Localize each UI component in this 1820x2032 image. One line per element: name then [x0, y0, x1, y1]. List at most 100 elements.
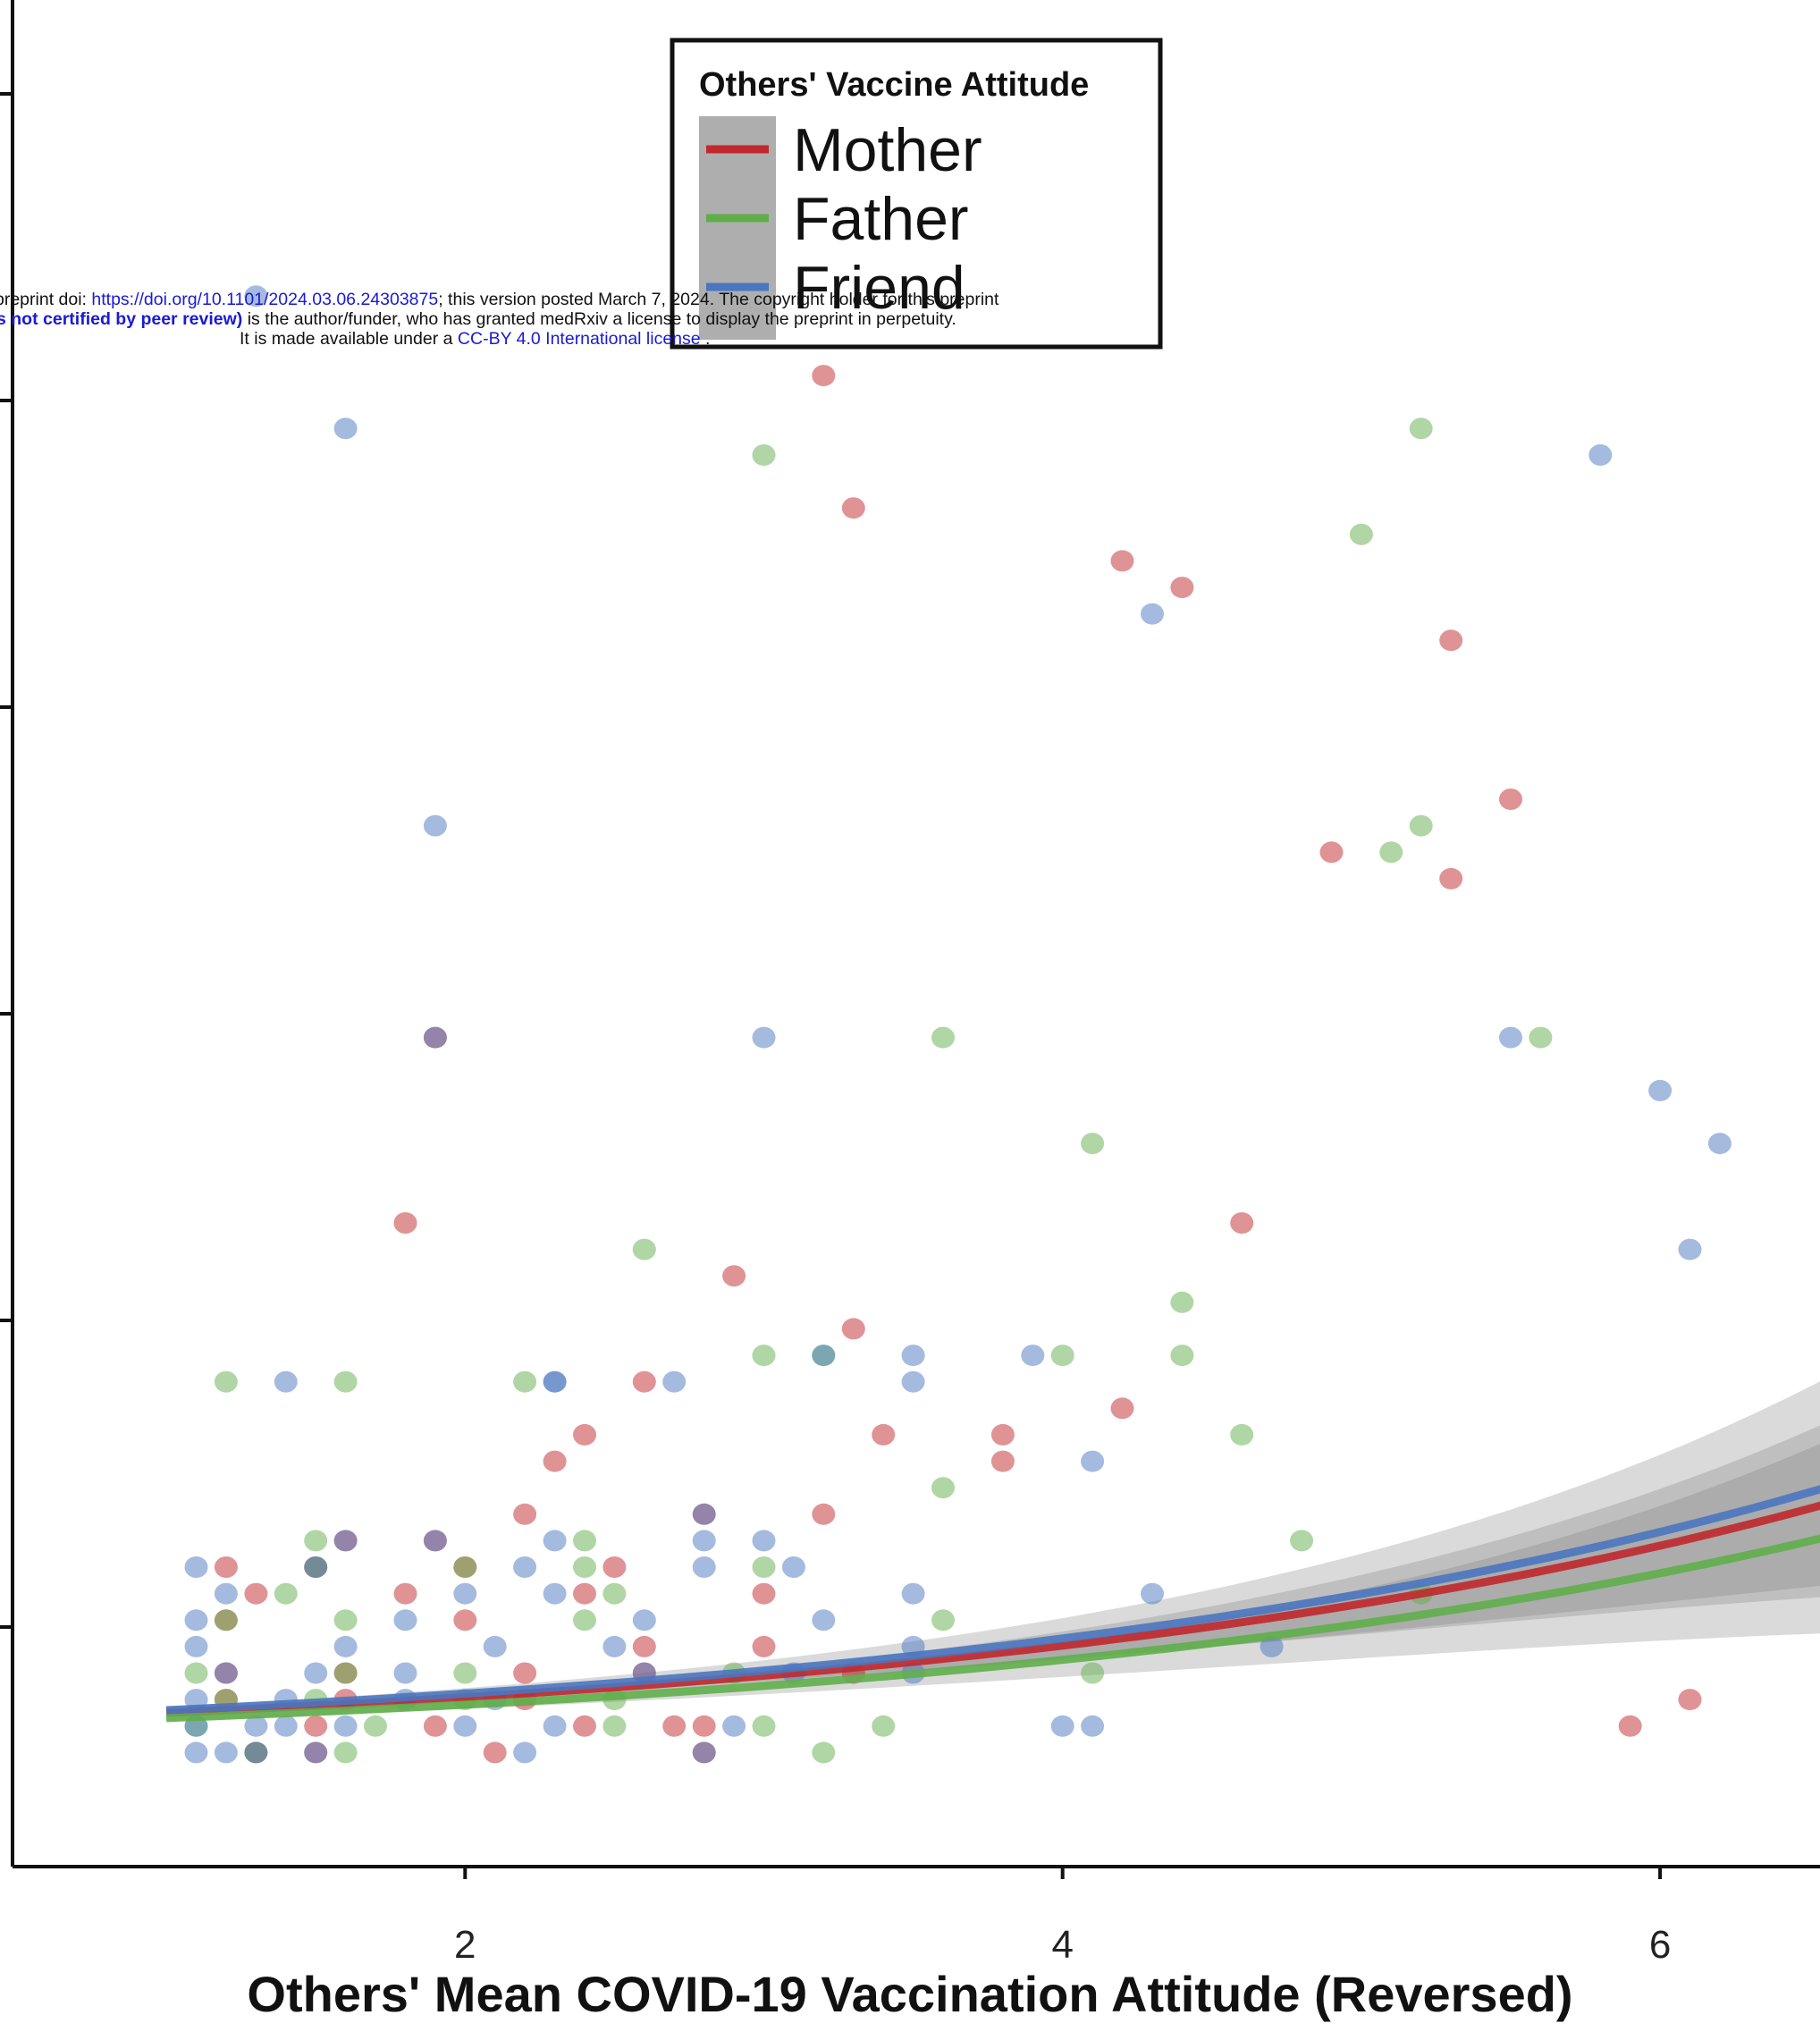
point-father [274, 1582, 298, 1605]
point-mother [1439, 867, 1463, 890]
trend-curve-friend [165, 1485, 1820, 1715]
point-friend [453, 1582, 477, 1605]
point-father [1050, 1345, 1074, 1367]
point-mother [573, 1582, 596, 1605]
point-friend [1260, 1635, 1284, 1657]
point-friend [1648, 1079, 1673, 1101]
point-friend [1588, 444, 1613, 466]
point-father [752, 1345, 776, 1367]
preprint-line-3: It is made available under a CC-BY 4.0 I… [240, 329, 710, 349]
point-mother [841, 497, 865, 519]
point-mother [1110, 1397, 1134, 1420]
point-friend [1707, 1133, 1732, 1155]
point-friend [244, 1741, 268, 1764]
point-friend [453, 1715, 477, 1737]
point-mother [573, 1715, 596, 1737]
point-father [453, 1662, 477, 1684]
point-mother [483, 1741, 507, 1764]
point-friend [423, 814, 447, 837]
point-father [602, 1582, 627, 1605]
point-mother [214, 1556, 238, 1578]
point-mother [393, 1582, 417, 1605]
point-friend [901, 1345, 925, 1367]
point-father [1409, 417, 1433, 440]
point-friend [214, 1741, 238, 1764]
point-mother [543, 1450, 567, 1472]
point-father [573, 1609, 596, 1632]
point-mother [1170, 577, 1194, 599]
legend-band-swatch [699, 116, 776, 340]
point-mother [722, 1265, 746, 1287]
point-friend [513, 1741, 537, 1764]
point-father [1230, 1423, 1254, 1446]
point-friend [304, 1741, 328, 1764]
point-friend [513, 1556, 537, 1578]
point-friend [1141, 603, 1164, 625]
point-friend [214, 1582, 238, 1605]
axes: 24681012 [0, 0, 1820, 1967]
point-friend [1021, 1345, 1045, 1367]
point-mother [1110, 550, 1134, 572]
preprint-line-3-prefix: It is made available under a [240, 329, 458, 349]
point-father [752, 1556, 776, 1578]
point-father [872, 1715, 896, 1737]
point-friend [184, 1609, 208, 1632]
point-father [1379, 841, 1403, 864]
point-friend [752, 1026, 776, 1049]
point-father [752, 444, 776, 466]
point-mother [990, 1450, 1015, 1472]
point-friend [543, 1715, 567, 1737]
point-mother [423, 1715, 447, 1737]
point-father [1081, 1133, 1105, 1155]
point-friend [333, 417, 358, 440]
point-mother [632, 1370, 656, 1393]
legend-title: Others' Vaccine Attitude [699, 66, 1089, 104]
point-friend [304, 1662, 328, 1684]
x-tick-label: 4 [1051, 1923, 1073, 1967]
point-mother [812, 365, 836, 387]
point-friend [244, 1715, 268, 1737]
point-friend [692, 1556, 716, 1578]
point-mother [872, 1423, 896, 1446]
point-mother [692, 1715, 716, 1737]
point-friend [543, 1370, 567, 1393]
point-mother [244, 1582, 268, 1605]
point-mother [1499, 788, 1522, 810]
legend-label-mother: Mother [793, 116, 982, 184]
preprint-doi-prefix: preprint doi: [0, 290, 92, 309]
point-friend [722, 1715, 746, 1737]
doi-link[interactable]: https://doi.org/10.1101/2024.03.06.24303… [91, 290, 439, 309]
point-father [1170, 1345, 1194, 1367]
x-tick-label: 6 [1649, 1923, 1671, 1967]
point-father [752, 1715, 776, 1737]
point-mother [752, 1635, 776, 1657]
point-father [931, 1026, 955, 1049]
point-friend [602, 1635, 627, 1657]
point-friend [1678, 1238, 1702, 1261]
point-friend [244, 285, 268, 308]
point-mother [1439, 629, 1463, 652]
preprint-line-2-suffix: is the author/funder, who has granted me… [242, 309, 956, 329]
point-friend [543, 1530, 567, 1552]
point-father [812, 1741, 836, 1764]
point-friend [483, 1635, 507, 1657]
point-friend [423, 1026, 447, 1049]
point-mother [752, 1582, 776, 1605]
point-father [364, 1715, 387, 1737]
point-mother [573, 1423, 596, 1446]
preprint-line-2: was not certified by peer review) is the… [0, 309, 956, 329]
point-friend [423, 1530, 447, 1552]
point-father [333, 1662, 358, 1684]
point-father [214, 1609, 238, 1632]
point-friend [1081, 1715, 1105, 1737]
point-father [184, 1662, 208, 1684]
point-friend [333, 1530, 358, 1552]
point-friend [393, 1609, 417, 1632]
license-link[interactable]: CC-BY 4.0 International license [457, 329, 701, 349]
x-tick-label: 2 [454, 1923, 476, 1967]
legend-label-father: Father [793, 185, 969, 253]
point-friend [692, 1503, 716, 1525]
point-friend [1050, 1715, 1074, 1737]
point-friend [333, 1635, 358, 1657]
